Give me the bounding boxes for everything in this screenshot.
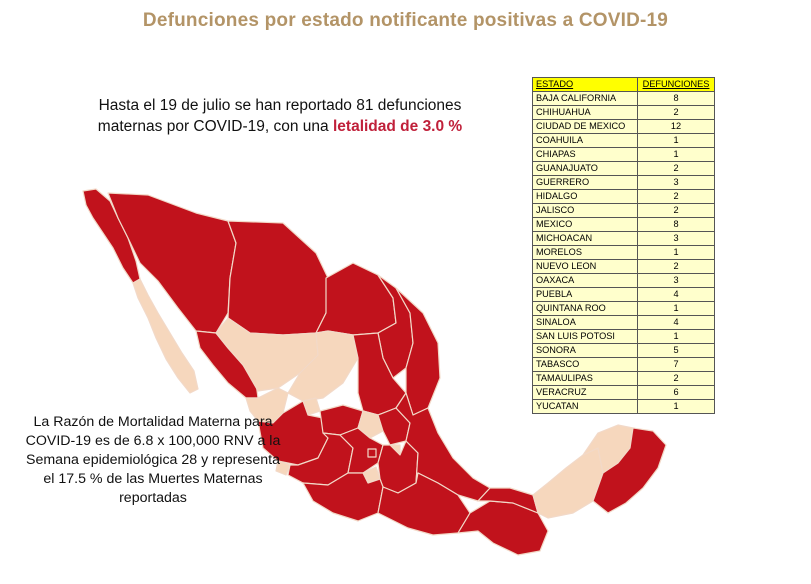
col-header-deaths: DEFUNCIONES [637,77,715,92]
mexico-map [82,188,667,556]
state-durango[interactable] [215,317,319,392]
deaths-cell: 1 [637,147,715,162]
deaths-cell: 8 [637,217,715,232]
state-cell: PUEBLA [532,287,638,302]
state-cell: GUERRERO [532,175,638,190]
rmm-line-1: La Razón de Mortalidad Materna para [33,414,273,430]
table-row: GUERRERO 3 [532,175,715,190]
state-cell: BAJA CALIFORNIA [532,91,638,106]
deaths-cell: 2 [637,105,715,120]
deaths-cell: 3 [637,273,715,288]
deaths-cell: 3 [637,231,715,246]
table-row: HIDALGO 2 [532,189,715,204]
deaths-table: ESTADO DEFUNCIONES BAJA CALIFORNIA 8 CHIH… [532,77,715,414]
rmm-line-2: COVID-19 es de 6.8 x 100,000 RNV a la [25,433,281,449]
state-cell: CIUDAD DE MEXICO [532,119,638,134]
deaths-cell: 1 [637,399,715,414]
table-row: CHIAPAS 1 [532,147,715,162]
table-row: PUEBLA 4 [532,287,715,302]
state-cell: OAXACA [532,273,638,288]
deaths-cell: 6 [637,385,715,400]
state-cell: MICHOACAN [532,231,638,246]
state-cell: YUCATAN [532,399,638,414]
state-cell: SONORA [532,343,638,358]
state-baja-california-sur[interactable] [132,278,199,394]
state-cell: GUANAJUATO [532,161,638,176]
deaths-cell: 2 [637,161,715,176]
deaths-cell: 1 [637,245,715,260]
rmm-line-4: el 17.5 % de las Muertes Maternas [43,471,263,487]
intro-line-2: maternas por COVID-19, con una [97,118,333,135]
state-cell: COAHUILA [532,133,638,148]
deaths-cell: 4 [637,315,715,330]
table-row: TAMAULIPAS 2 [532,371,715,386]
state-cell: VERACRUZ [532,385,638,400]
state-ciudad-de-mexico[interactable] [367,448,377,458]
deaths-cell: 8 [637,91,715,106]
table-row: NUEVO LEON 2 [532,259,715,274]
state-cell: CHIHUAHUA [532,105,638,120]
table-row: SAN LUIS POTOSI 1 [532,329,715,344]
col-header-state: ESTADO [532,77,638,92]
table-row: YUCATAN 1 [532,399,715,414]
deaths-cell: 5 [637,343,715,358]
table-row: CIUDAD DE MEXICO 12 [532,119,715,134]
state-quintana-roo[interactable] [592,427,667,514]
table-row: MEXICO 8 [532,217,715,232]
rmm-line-3: Semana epidemiológica 28 y representa [26,452,280,468]
state-cell: JALISCO [532,203,638,218]
deaths-cell: 2 [637,203,715,218]
deaths-cell: 1 [637,329,715,344]
state-cell: CHIAPAS [532,147,638,162]
table-row: COAHUILA 1 [532,133,715,148]
lethality-highlight: letalidad de 3.0 % [332,118,463,135]
table-row: CHIHUAHUA 2 [532,105,715,120]
table-row: VERACRUZ 6 [532,385,715,400]
state-campeche[interactable] [532,447,604,519]
state-cell: TAMAULIPAS [532,371,638,386]
table-row: TABASCO 7 [532,357,715,372]
table-row: MICHOACAN 3 [532,231,715,246]
state-cell: QUINTANA ROO [532,301,638,316]
table-row: SINALOA 4 [532,315,715,330]
deaths-cell: 7 [637,357,715,372]
table-row: SONORA 5 [532,343,715,358]
rmm-line-5: reportadas [119,490,187,506]
state-guerrero[interactable] [302,472,384,522]
state-cell: TABASCO [532,357,638,372]
page-title: Defunciones por estado notificante posit… [142,10,669,31]
state-cell: NUEVO LEON [532,259,638,274]
state-queretaro[interactable] [357,410,384,439]
state-cell: SINALOA [532,315,638,330]
deaths-cell: 2 [637,371,715,386]
table-body: BAJA CALIFORNIA 8 CHIHUAHUA 2 CIUDAD DE ME… [532,91,715,414]
state-cell: MEXICO [532,217,638,232]
state-chihuahua[interactable] [227,220,329,336]
deaths-cell: 3 [637,175,715,190]
table-row: JALISCO 2 [532,203,715,218]
state-cell: MORELOS [532,245,638,260]
state-cell: SAN LUIS POTOSI [532,329,638,344]
state-cell: HIDALGO [532,189,638,204]
mortality-ratio-text: La Razón de Mortalidad Materna para COVI… [8,413,298,508]
deaths-cell: 1 [637,301,715,316]
table-row: BAJA CALIFORNIA 8 [532,91,715,106]
deaths-cell: 12 [637,119,715,134]
table-row: MORELOS 1 [532,245,715,260]
intro-line-1: Hasta el 19 de julio se han reportado 81… [98,97,462,114]
table-row: OAXACA 3 [532,273,715,288]
deaths-cell: 2 [637,189,715,204]
state-colima[interactable] [275,460,291,476]
intro-text: Hasta el 19 de julio se han reportado 81… [70,95,490,137]
deaths-cell: 1 [637,133,715,148]
deaths-cell: 2 [637,259,715,274]
state-oaxaca[interactable] [377,472,471,536]
table-row: GUANAJUATO 2 [532,161,715,176]
table-header-row: ESTADO DEFUNCIONES [532,77,715,92]
state-zacatecas[interactable] [287,330,359,402]
deaths-cell: 4 [637,287,715,302]
table-row: QUINTANA ROO 1 [532,301,715,316]
state-coahuila[interactable] [315,262,397,336]
